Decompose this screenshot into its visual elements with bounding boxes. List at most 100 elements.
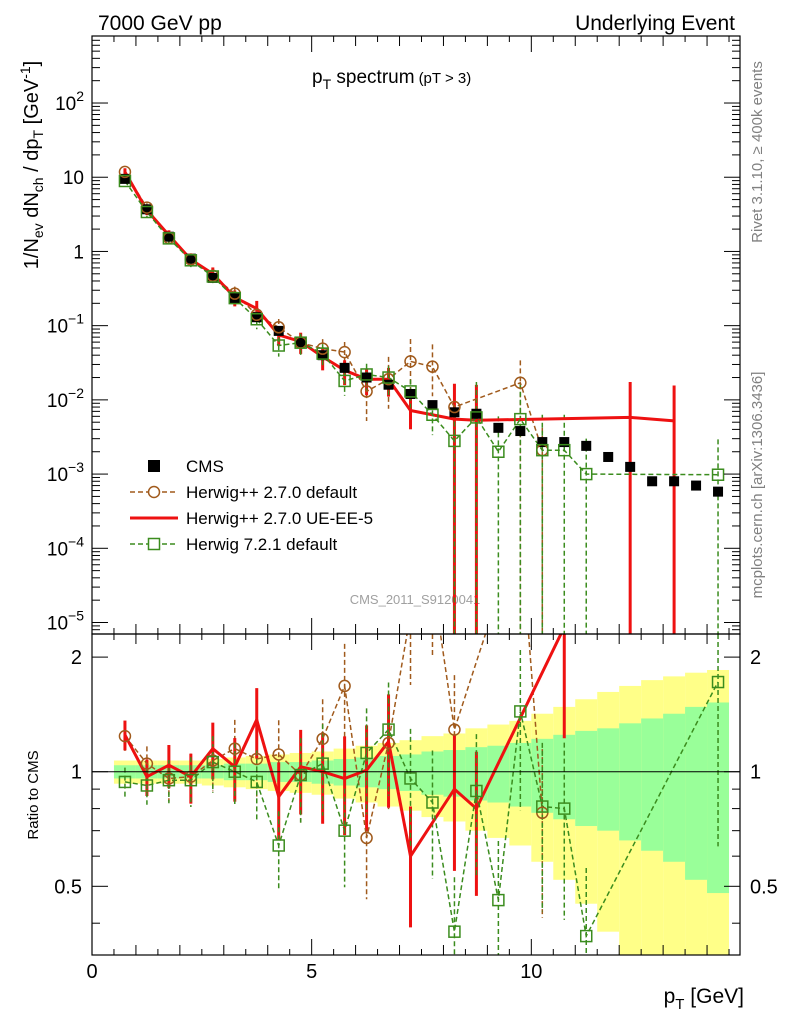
mc-point xyxy=(426,408,439,422)
mc-point xyxy=(514,376,527,390)
legend-label: CMS xyxy=(186,457,224,476)
cms-point xyxy=(691,480,702,491)
y-tick-base: 10 xyxy=(47,317,68,338)
mc-point xyxy=(272,339,285,352)
ratio-tick-label-right: 2 xyxy=(750,647,761,669)
ratio-line xyxy=(124,634,544,839)
mc-point xyxy=(250,312,263,326)
legend: CMS Herwig++ 2.7.0 default Herwig++ 2.7.0 … xyxy=(130,457,373,554)
cms-point xyxy=(361,372,372,383)
ratio-line xyxy=(123,634,563,861)
ratio-tick-label-right: 1 xyxy=(750,762,761,784)
ratio-point xyxy=(448,723,461,736)
mc-point xyxy=(360,368,373,381)
axes xyxy=(91,35,741,956)
mc-point xyxy=(448,434,461,448)
series-line xyxy=(123,171,675,423)
ratio-frame xyxy=(91,633,741,956)
y-tick-base: 10 xyxy=(47,614,68,635)
y-tick-base: 1 xyxy=(73,242,84,263)
series-line xyxy=(124,171,544,451)
plot-title-sub: T xyxy=(323,76,332,92)
cms-point xyxy=(713,486,724,497)
ratio-point xyxy=(558,802,571,815)
mc-point xyxy=(558,443,571,457)
cms-point xyxy=(163,231,174,242)
ratio-point xyxy=(118,775,132,789)
ratio-band-inner xyxy=(685,706,708,880)
ratio-y-label: Ratio to CMS xyxy=(25,750,42,839)
ratio-point xyxy=(711,675,725,689)
legend-label: Herwig 7.2.1 default xyxy=(186,535,337,554)
mc-point xyxy=(382,371,395,384)
mc-point xyxy=(404,385,417,398)
ratio-bands xyxy=(113,669,730,955)
y-axis-label: 1/Nev dNch / dpT [GeV-1] xyxy=(17,61,46,269)
cms-point xyxy=(273,325,284,336)
plot-title: pT spectrum (pT > 3) xyxy=(312,67,471,92)
x-axis-label-sub: T xyxy=(675,996,684,1013)
legend-label: Herwig++ 2.7.0 UE-EE-5 xyxy=(186,509,373,528)
ratio-band-inner xyxy=(619,723,642,841)
ratio-point xyxy=(426,796,439,809)
mc-point xyxy=(140,205,154,219)
ratio-point xyxy=(294,768,307,782)
ratio-markers xyxy=(118,675,725,943)
y-tick-exp: −4 xyxy=(68,533,84,549)
header-right: Underlying Event xyxy=(575,12,735,35)
main-error-bars xyxy=(123,168,719,634)
y-tick-label: 10 xyxy=(63,168,84,189)
legend-marker-square xyxy=(147,537,161,551)
cms-point xyxy=(317,350,328,361)
mc-point xyxy=(294,336,307,349)
rivet-label: Rivet 3.1.10, ≥ 400k events xyxy=(749,61,766,243)
x-axis-label: pT [GeV] xyxy=(664,985,744,1013)
ratio-point xyxy=(536,800,549,813)
y-tick-label: 10−5 xyxy=(47,608,84,635)
ratio-point xyxy=(272,839,285,852)
ratio-point xyxy=(140,757,154,770)
legend-marker-cms xyxy=(148,460,160,472)
mc-point xyxy=(316,347,329,360)
cms-point xyxy=(119,173,130,184)
cms-point xyxy=(515,426,526,437)
ratio-point xyxy=(338,679,351,693)
mc-point xyxy=(162,232,176,245)
y-tick-label: 102 xyxy=(55,88,84,115)
cms-point xyxy=(581,440,592,451)
ratio-point xyxy=(228,742,242,755)
plot-title-cut: (pT > 3) xyxy=(419,70,472,87)
mc-point xyxy=(118,174,132,188)
ratio-point xyxy=(250,775,263,789)
ratio-point xyxy=(162,773,176,787)
cms-point xyxy=(493,422,504,433)
ratio-series-lines xyxy=(123,634,719,939)
mc-point xyxy=(338,374,351,388)
x-axis-label-rest: [GeV] xyxy=(684,985,744,1008)
cms-point xyxy=(339,362,350,373)
mc-point xyxy=(514,412,527,426)
y-tick-exp: 2 xyxy=(76,88,84,104)
ratio-point xyxy=(184,773,198,787)
mc-point xyxy=(426,360,439,373)
cms-point xyxy=(603,451,614,462)
ratio-band-inner xyxy=(641,718,664,851)
legend-label: Herwig++ 2.7.0 default xyxy=(186,483,357,502)
ratio-point xyxy=(470,784,483,798)
mc-point xyxy=(579,467,593,481)
cms-point xyxy=(405,388,416,399)
y-tick-exp: −1 xyxy=(68,311,84,327)
cms-point xyxy=(625,461,636,472)
ratio-tick-label: 0.5 xyxy=(54,876,82,898)
ratio-point xyxy=(140,779,154,792)
cms-point xyxy=(559,437,570,448)
y-tick-label: 10−4 xyxy=(47,533,84,560)
ratio-point xyxy=(206,755,220,769)
ratio-point xyxy=(338,824,351,837)
mc-point xyxy=(360,385,373,398)
cms-point xyxy=(427,400,438,411)
y-tick-label: 10−2 xyxy=(47,385,84,412)
cms-point xyxy=(185,253,196,264)
cms-point xyxy=(537,437,548,448)
